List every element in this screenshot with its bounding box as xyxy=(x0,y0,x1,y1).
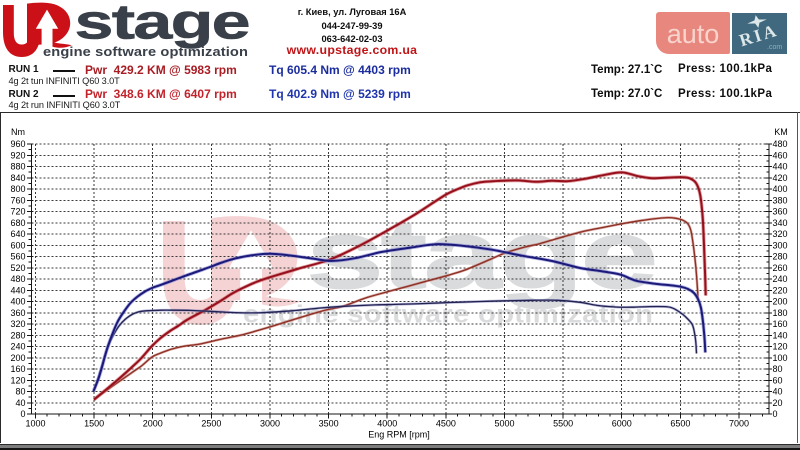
svg-text:640: 640 xyxy=(10,229,25,239)
svg-text:2500: 2500 xyxy=(201,419,221,429)
svg-text:5500: 5500 xyxy=(553,419,573,429)
svg-text:880: 880 xyxy=(10,162,25,172)
svg-text:6000: 6000 xyxy=(612,419,632,429)
svg-text:200: 200 xyxy=(10,353,25,363)
svg-text:600: 600 xyxy=(10,240,25,250)
svg-text:Nm: Nm xyxy=(11,127,25,137)
svg-text:160: 160 xyxy=(773,319,788,329)
svg-text:320: 320 xyxy=(10,319,25,329)
svg-text:0: 0 xyxy=(773,409,778,419)
svg-text:4500: 4500 xyxy=(436,419,456,429)
svg-text:440: 440 xyxy=(10,285,25,295)
svg-text:3500: 3500 xyxy=(319,419,339,429)
svg-text:160: 160 xyxy=(10,364,25,374)
svg-text:20: 20 xyxy=(773,398,783,408)
svg-text:680: 680 xyxy=(10,218,25,228)
svg-text:1500: 1500 xyxy=(84,419,104,429)
svg-text:3000: 3000 xyxy=(260,419,280,429)
svg-text:Eng RPM [rpm]: Eng RPM [rpm] xyxy=(368,430,430,440)
svg-text:200: 200 xyxy=(773,297,788,307)
svg-text:340: 340 xyxy=(773,218,788,228)
svg-text:6500: 6500 xyxy=(670,419,690,429)
svg-text:960: 960 xyxy=(10,139,25,149)
svg-text:2000: 2000 xyxy=(143,419,163,429)
svg-text:100: 100 xyxy=(773,353,788,363)
svg-text:380: 380 xyxy=(773,195,788,205)
svg-text:280: 280 xyxy=(10,330,25,340)
svg-text:220: 220 xyxy=(773,285,788,295)
svg-text:360: 360 xyxy=(773,207,788,217)
svg-text:720: 720 xyxy=(10,207,25,217)
svg-text:120: 120 xyxy=(10,375,25,385)
svg-text:KM: KM xyxy=(774,127,788,137)
svg-text:300: 300 xyxy=(773,240,788,250)
svg-text:400: 400 xyxy=(773,184,788,194)
svg-text:800: 800 xyxy=(10,184,25,194)
svg-text:0: 0 xyxy=(20,409,25,419)
svg-text:920: 920 xyxy=(10,150,25,160)
svg-text:240: 240 xyxy=(10,342,25,352)
svg-text:80: 80 xyxy=(15,387,25,397)
svg-text:120: 120 xyxy=(773,342,788,352)
svg-text:80: 80 xyxy=(773,364,783,374)
svg-text:40: 40 xyxy=(773,387,783,397)
svg-text:40: 40 xyxy=(15,398,25,408)
svg-text:400: 400 xyxy=(10,297,25,307)
svg-text:520: 520 xyxy=(10,263,25,273)
svg-text:280: 280 xyxy=(773,252,788,262)
svg-text:180: 180 xyxy=(773,308,788,318)
svg-text:360: 360 xyxy=(10,308,25,318)
svg-text:140: 140 xyxy=(773,330,788,340)
svg-text:460: 460 xyxy=(773,150,788,160)
svg-text:1000: 1000 xyxy=(25,419,45,429)
svg-text:480: 480 xyxy=(10,274,25,284)
svg-text:760: 760 xyxy=(10,195,25,205)
svg-text:420: 420 xyxy=(773,173,788,183)
svg-text:4000: 4000 xyxy=(377,419,397,429)
svg-text:320: 320 xyxy=(773,229,788,239)
svg-text:840: 840 xyxy=(10,173,25,183)
svg-text:60: 60 xyxy=(773,375,783,385)
svg-text:480: 480 xyxy=(773,139,788,149)
svg-text:440: 440 xyxy=(773,162,788,172)
svg-text:560: 560 xyxy=(10,252,25,262)
svg-text:260: 260 xyxy=(773,263,788,273)
svg-text:5000: 5000 xyxy=(494,419,514,429)
svg-text:240: 240 xyxy=(773,274,788,284)
svg-text:7000: 7000 xyxy=(729,419,749,429)
